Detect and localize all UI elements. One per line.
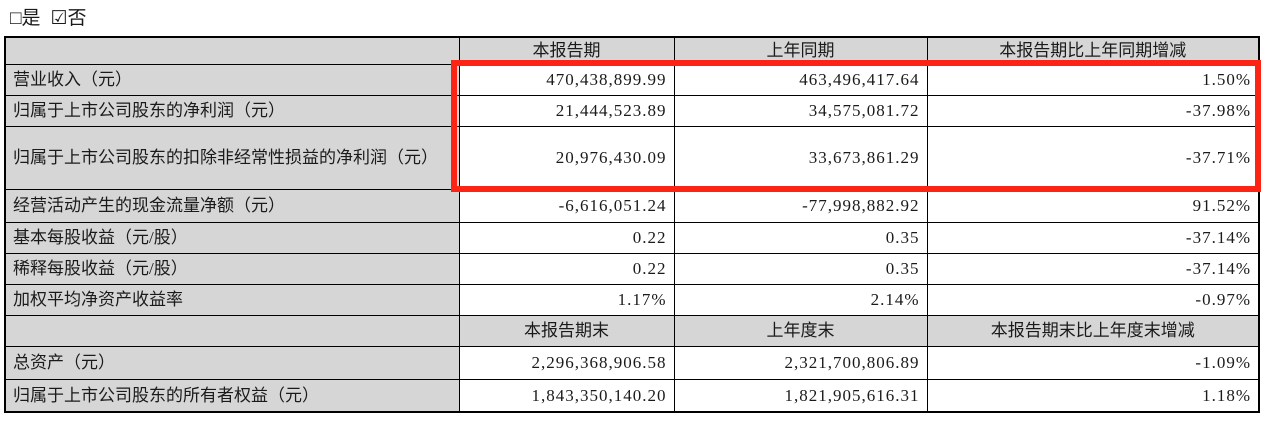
header-current-period: 本报告期 <box>458 36 675 65</box>
table-row-net-profit-excl-nonrecurring: 归属于上市公司股东的扣除非经常性损益的净利润（元） 20,976,430.09 … <box>4 125 1260 190</box>
row-change-value: 1.18% <box>926 378 1260 413</box>
row-prior-value: 2,321,700,806.89 <box>673 345 928 380</box>
row-prior-value: 34,575,081.72 <box>673 94 928 127</box>
header-empty-cell <box>4 314 460 347</box>
row-label: 基本每股收益（元/股） <box>4 221 460 254</box>
row-prior-value: 0.35 <box>673 221 928 254</box>
row-current-value: 2,296,368,906.58 <box>458 345 675 380</box>
checkbox-no-label: 否 <box>67 8 87 29</box>
row-current-value: 20,976,430.09 <box>458 125 675 190</box>
row-change-value: -1.09% <box>926 345 1260 380</box>
table-header-row-end: 本报告期末 上年度末 本报告期末比上年度末增减 <box>4 314 1260 347</box>
table-row-equity-attributable: 归属于上市公司股东的所有者权益（元） 1,843,350,140.20 1,82… <box>4 378 1260 413</box>
header-prior-end: 上年度末 <box>673 314 928 347</box>
row-change-value: -37.71% <box>926 125 1260 190</box>
row-current-value: -6,616,051.24 <box>458 188 675 223</box>
table-row-total-assets: 总资产（元） 2,296,368,906.58 2,321,700,806.89… <box>4 345 1260 380</box>
row-change-value: 1.50% <box>926 63 1260 96</box>
table-row-net-profit: 归属于上市公司股东的净利润（元） 21,444,523.89 34,575,08… <box>4 94 1260 127</box>
checkbox-no: ☑否 <box>51 8 87 29</box>
row-label: 营业收入（元） <box>4 63 460 96</box>
row-label: 总资产（元） <box>4 345 460 380</box>
row-label: 归属于上市公司股东的扣除非经常性损益的净利润（元） <box>4 125 460 190</box>
header-change-period: 本报告期比上年同期增减 <box>926 36 1260 65</box>
row-change-value: -37.98% <box>926 94 1260 127</box>
table-row-revenue: 营业收入（元） 470,438,899.99 463,496,417.64 1.… <box>4 63 1260 96</box>
header-change-end: 本报告期末比上年度末增减 <box>926 314 1260 347</box>
table-header-row-period: 本报告期 上年同期 本报告期比上年同期增减 <box>4 36 1260 65</box>
checkbox-checked-icon: ☑ <box>50 8 68 29</box>
row-label: 归属于上市公司股东的所有者权益（元） <box>4 378 460 413</box>
header-current-end: 本报告期末 <box>458 314 675 347</box>
row-prior-value: 0.35 <box>673 252 928 285</box>
row-change-value: -37.14% <box>926 252 1260 285</box>
row-label: 归属于上市公司股东的净利润（元） <box>4 94 460 127</box>
checkbox-yes-label: 是 <box>21 8 41 29</box>
row-prior-value: 463,496,417.64 <box>673 63 928 96</box>
row-prior-value: -77,998,882.92 <box>673 188 928 223</box>
row-change-value: -0.97% <box>926 283 1260 316</box>
header-empty-cell <box>4 36 460 65</box>
yes-no-checkbox-line: □是 ☑否 <box>10 3 97 30</box>
checkbox-unchecked-icon: □ <box>10 8 22 29</box>
row-label: 加权平均净资产收益率 <box>4 283 460 316</box>
row-current-value: 1.17% <box>458 283 675 316</box>
row-prior-value: 33,673,861.29 <box>673 125 928 190</box>
row-current-value: 1,843,350,140.20 <box>458 378 675 413</box>
checkbox-yes: □是 <box>10 8 41 29</box>
row-label: 经营活动产生的现金流量净额（元） <box>4 188 460 223</box>
row-prior-value: 1,821,905,616.31 <box>673 378 928 413</box>
row-prior-value: 2.14% <box>673 283 928 316</box>
row-current-value: 0.22 <box>458 221 675 254</box>
table-row-diluted-eps: 稀释每股收益（元/股） 0.22 0.35 -37.14% <box>4 252 1260 285</box>
table-row-basic-eps: 基本每股收益（元/股） 0.22 0.35 -37.14% <box>4 221 1260 254</box>
row-change-value: 91.52% <box>926 188 1260 223</box>
key-financials-table: 本报告期 上年同期 本报告期比上年同期增减 营业收入（元） 470,438,89… <box>4 36 1260 413</box>
table-row-weighted-avg-roe: 加权平均净资产收益率 1.17% 2.14% -0.97% <box>4 283 1260 316</box>
row-label: 稀释每股收益（元/股） <box>4 252 460 285</box>
row-current-value: 470,438,899.99 <box>458 63 675 96</box>
table-row-operating-cash-flow: 经营活动产生的现金流量净额（元） -6,616,051.24 -77,998,8… <box>4 188 1260 223</box>
row-change-value: -37.14% <box>926 221 1260 254</box>
row-current-value: 0.22 <box>458 252 675 285</box>
header-prior-period: 上年同期 <box>673 36 928 65</box>
row-current-value: 21,444,523.89 <box>458 94 675 127</box>
